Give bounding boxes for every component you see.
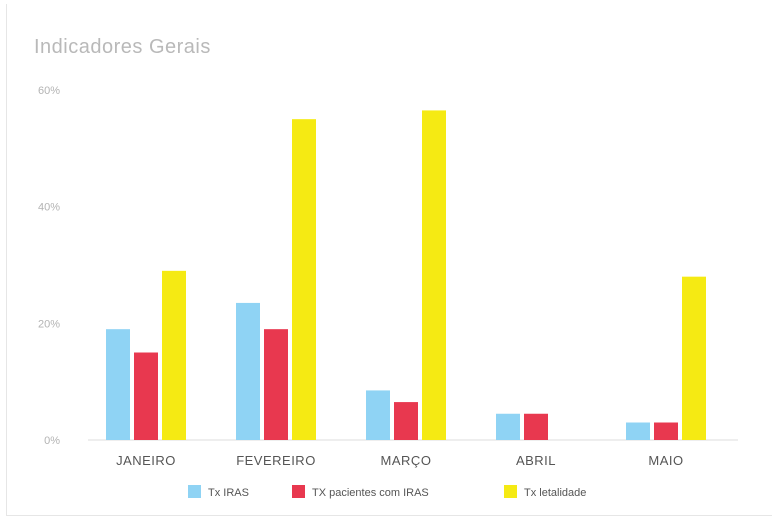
legend-item[interactable]: Tx IRAS [188,485,249,499]
chart-frame [6,4,772,516]
bar-4-1[interactable] [654,422,678,441]
bar-3-1[interactable] [524,413,548,440]
x-axis: JANEIRO FEVEREIRO MARÇO ABRIL MAIO [116,453,683,468]
bar-1-0[interactable] [236,302,260,440]
y-tick-label: 0% [44,435,60,447]
bar-1-1[interactable] [264,329,288,440]
bar-0-0[interactable] [106,329,130,440]
legend-label: TX pacientes com IRAS [312,487,429,499]
y-tick-label: 20% [38,318,60,330]
bar-2-1[interactable] [394,402,418,440]
category-label: FEVEREIRO [236,453,316,468]
legend-item[interactable]: Tx letalidade [504,485,586,499]
category-label: JANEIRO [116,453,176,468]
y-axis: 0% 20% 40% 60% [38,85,60,447]
category-label: ABRIL [516,453,556,468]
legend-item[interactable]: TX pacientes com IRAS [292,485,429,499]
legend-label: Tx letalidade [524,487,586,499]
legend[interactable]: Tx IRAS TX pacientes com IRAS Tx letalidad… [188,485,586,499]
bar-0-2[interactable] [162,270,186,440]
y-tick-label: 60% [38,85,60,97]
legend-swatch [504,485,517,498]
legend-label: Tx IRAS [208,487,249,499]
category-label: MAIO [648,453,683,468]
bar-4-2[interactable] [682,276,706,440]
bars [106,110,706,441]
y-tick-label: 40% [38,202,60,214]
bar-3-0[interactable] [496,413,520,440]
bar-2-0[interactable] [366,390,390,440]
chart-title: Indicadores Gerais [34,36,211,58]
bar-4-0[interactable] [626,422,650,441]
legend-swatch [188,485,201,498]
bar-1-2[interactable] [292,119,316,441]
legend-swatch [292,485,305,498]
bar-0-1[interactable] [134,352,158,441]
category-label: MARÇO [381,453,432,468]
bar-2-2[interactable] [422,110,446,441]
